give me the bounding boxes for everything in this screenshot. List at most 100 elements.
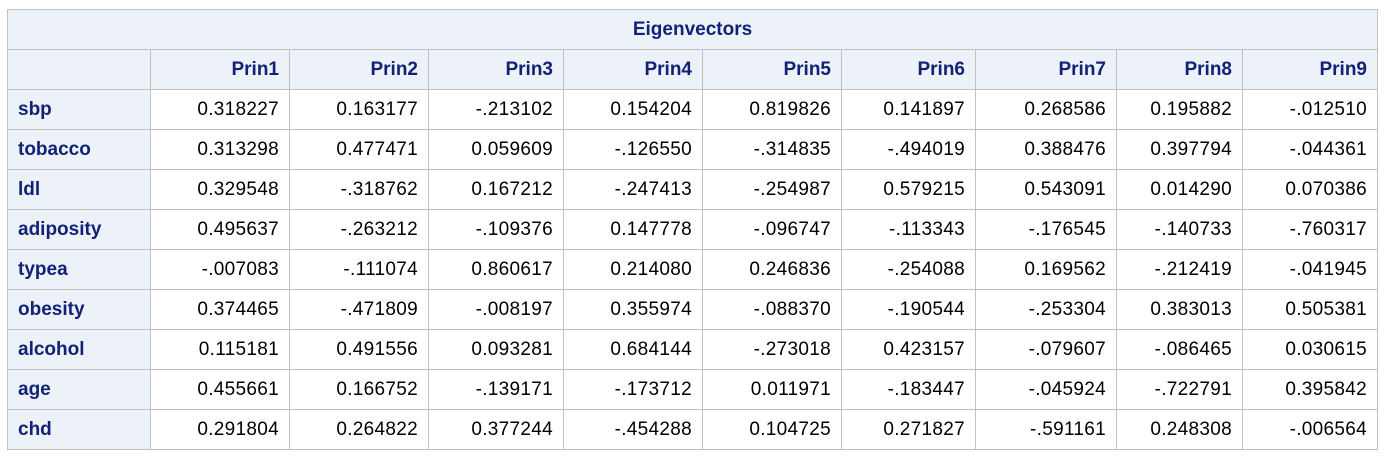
- table-cell: 0.313298: [150, 129, 290, 170]
- table-cell: -.173712: [563, 369, 703, 410]
- table-cell: 0.374465: [150, 289, 290, 330]
- table-cell: -.008197: [428, 289, 564, 330]
- table-cell: -.111074: [289, 249, 429, 290]
- table-cell: -.086465: [1116, 329, 1243, 370]
- table-cell: -.254987: [702, 169, 842, 210]
- table-cell: 0.268586: [975, 89, 1117, 130]
- column-header-prin6: Prin6: [841, 49, 976, 90]
- column-header-prin8: Prin8: [1116, 49, 1243, 90]
- row-header-tobacco: tobacco: [7, 129, 151, 170]
- table-cell: 0.477471: [289, 129, 429, 170]
- table-row: typea -.007083 -.111074 0.860617 0.214080 0.2…: [7, 249, 1379, 290]
- table-cell: 0.291804: [150, 409, 290, 450]
- table-cell: 0.329548: [150, 169, 290, 210]
- row-header-typea: typea: [7, 249, 151, 290]
- table-cell: 0.355974: [563, 289, 703, 330]
- column-header-prin4: Prin4: [563, 49, 703, 90]
- table-cell: 0.318227: [150, 89, 290, 130]
- table-cell: 0.248308: [1116, 409, 1243, 450]
- row-header-adiposity: adiposity: [7, 209, 151, 250]
- table-row: ldl 0.329548 -.318762 0.167212 -.247413 -.254…: [7, 169, 1379, 210]
- table-cell: -.190544: [841, 289, 976, 330]
- table-cell: 0.423157: [841, 329, 976, 370]
- table-cell: 0.455661: [150, 369, 290, 410]
- table-cell: 0.059609: [428, 129, 564, 170]
- row-header-obesity: obesity: [7, 289, 151, 330]
- table-cell: 0.195882: [1116, 89, 1243, 130]
- table-cell: -.012510: [1241, 89, 1379, 130]
- table-cell: -.044361: [1241, 129, 1379, 170]
- table-cell: 0.388476: [975, 129, 1117, 170]
- table-cell: -.088370: [702, 289, 842, 330]
- table-cell: 0.505381: [1241, 289, 1379, 330]
- column-header-prin2: Prin2: [289, 49, 429, 90]
- table-cell: -.318762: [289, 169, 429, 210]
- table-cell: -.176545: [975, 209, 1117, 250]
- table-cell: -.006564: [1241, 409, 1379, 450]
- table-cell: 0.093281: [428, 329, 564, 370]
- table-cell: 0.147778: [563, 209, 703, 250]
- table-row: age 0.455661 0.166752 -.139171 -.173712 0.011…: [7, 369, 1379, 410]
- table-cell: 0.495637: [150, 209, 290, 250]
- title-row: Eigenvectors: [6, 9, 1379, 50]
- column-header-prin7: Prin7: [975, 49, 1117, 90]
- table-row: adiposity 0.495637 -.263212 -.109376 0.14777…: [7, 209, 1379, 250]
- table-cell: 0.543091: [975, 169, 1117, 210]
- table-cell: 0.377244: [428, 409, 564, 450]
- row-header-alcohol: alcohol: [7, 329, 151, 370]
- table-cell: -.079607: [975, 329, 1117, 370]
- column-header-prin9: Prin9: [1241, 49, 1379, 90]
- table-cell: -.096747: [702, 209, 842, 250]
- table-row: obesity 0.374465 -.471809 -.008197 0.355974-…: [7, 289, 1379, 330]
- table-cell: -.140733: [1116, 209, 1243, 250]
- corner-cell: [7, 49, 151, 90]
- column-header-prin3: Prin3: [428, 49, 564, 90]
- table-cell: 0.395842: [1241, 369, 1379, 410]
- row-header-sbp: sbp: [7, 89, 151, 130]
- eigenvectors-table: Eigenvectors Prin1 Prin2 Prin3 Prin4 Prin5 Pr…: [6, 9, 1379, 450]
- row-header-ldl: ldl: [7, 169, 151, 210]
- table-cell: 0.579215: [841, 169, 976, 210]
- table-cell: 0.819826: [702, 89, 842, 130]
- table-cell: 0.264822: [289, 409, 429, 450]
- table-cell: -.263212: [289, 209, 429, 250]
- table-cell: -.722791: [1116, 369, 1243, 410]
- table-cell: -.253304: [975, 289, 1117, 330]
- table-cell: -.314835: [702, 129, 842, 170]
- table-cell: 0.154204: [563, 89, 703, 130]
- table-cell: -.494019: [841, 129, 976, 170]
- table-cell: -.109376: [428, 209, 564, 250]
- table-body: sbp 0.318227 0.163177 -.213102 0.154204 0.819…: [7, 89, 1379, 450]
- table-cell: 0.491556: [289, 329, 429, 370]
- table-row: tobacco 0.313298 0.477471 0.059609 -.126550-…: [7, 129, 1379, 170]
- table-row: alcohol 0.115181 0.491556 0.093281 0.684144-…: [7, 329, 1379, 370]
- table-title: Eigenvectors: [6, 9, 1379, 50]
- table-cell: 0.104725: [702, 409, 842, 450]
- table-cell: 0.214080: [563, 249, 703, 290]
- table-cell: -.113343: [841, 209, 976, 250]
- table-cell: 0.070386: [1241, 169, 1379, 210]
- table-cell: 0.246836: [702, 249, 842, 290]
- table-cell: 0.271827: [841, 409, 976, 450]
- table-cell: 0.030615: [1241, 329, 1379, 370]
- table-cell: -.591161: [975, 409, 1117, 450]
- column-header-prin1: Prin1: [150, 49, 290, 90]
- table-cell: -.007083: [150, 249, 290, 290]
- table-cell: -.139171: [428, 369, 564, 410]
- table-cell: -.760317: [1241, 209, 1379, 250]
- table-cell: 0.169562: [975, 249, 1117, 290]
- table-row: sbp 0.318227 0.163177 -.213102 0.154204 0.819…: [7, 89, 1379, 130]
- table-cell: -.454288: [563, 409, 703, 450]
- table-cell: 0.383013: [1116, 289, 1243, 330]
- eigenvectors-table-container: Eigenvectors Prin1 Prin2 Prin3 Prin4 Prin5 Pr…: [6, 9, 1379, 450]
- column-header-prin5: Prin5: [702, 49, 842, 90]
- table-cell: 0.167212: [428, 169, 564, 210]
- table-cell: 0.115181: [150, 329, 290, 370]
- table-cell: -.041945: [1241, 249, 1379, 290]
- table-cell: -.471809: [289, 289, 429, 330]
- table-cell: 0.014290: [1116, 169, 1243, 210]
- table-cell: 0.166752: [289, 369, 429, 410]
- table-cell: -.254088: [841, 249, 976, 290]
- table-cell: -.247413: [563, 169, 703, 210]
- table-cell: -.213102: [428, 89, 564, 130]
